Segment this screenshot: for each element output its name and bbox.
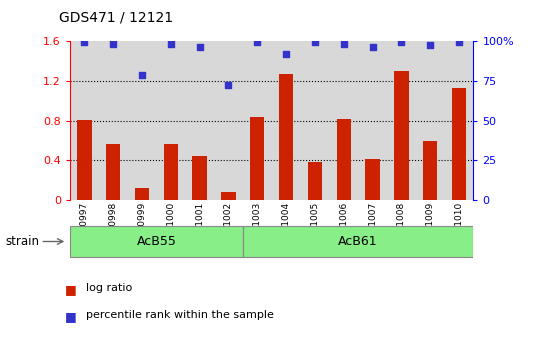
Bar <box>77 120 91 200</box>
Point <box>224 82 233 88</box>
Bar <box>135 188 149 200</box>
Text: log ratio: log ratio <box>86 283 132 293</box>
Bar <box>365 159 380 200</box>
Bar <box>394 71 408 200</box>
Text: AcB55: AcB55 <box>137 235 176 248</box>
Text: strain: strain <box>5 235 39 248</box>
Bar <box>423 141 437 200</box>
Point <box>195 45 204 50</box>
Text: AcB61: AcB61 <box>338 235 378 248</box>
Point <box>455 40 463 45</box>
Bar <box>106 144 121 200</box>
Point <box>310 40 319 45</box>
Point <box>282 51 291 57</box>
Point <box>109 42 117 47</box>
Point <box>339 42 348 47</box>
Point <box>167 42 175 47</box>
Bar <box>70 226 243 257</box>
Bar <box>308 162 322 200</box>
Bar <box>243 226 473 257</box>
Point <box>253 40 261 45</box>
Point <box>426 42 435 48</box>
Bar <box>337 119 351 200</box>
Point <box>397 40 406 45</box>
Text: GDS471 / 12121: GDS471 / 12121 <box>59 10 173 24</box>
Bar <box>452 88 466 200</box>
Point <box>138 72 146 78</box>
Text: percentile rank within the sample: percentile rank within the sample <box>86 310 274 321</box>
Text: ■: ■ <box>65 310 76 324</box>
Bar <box>279 74 293 200</box>
Text: ■: ■ <box>65 283 76 296</box>
Bar <box>250 117 265 200</box>
Bar <box>164 144 178 200</box>
Bar <box>221 192 236 200</box>
Point <box>368 45 377 50</box>
Point <box>80 40 89 45</box>
Bar <box>193 156 207 200</box>
